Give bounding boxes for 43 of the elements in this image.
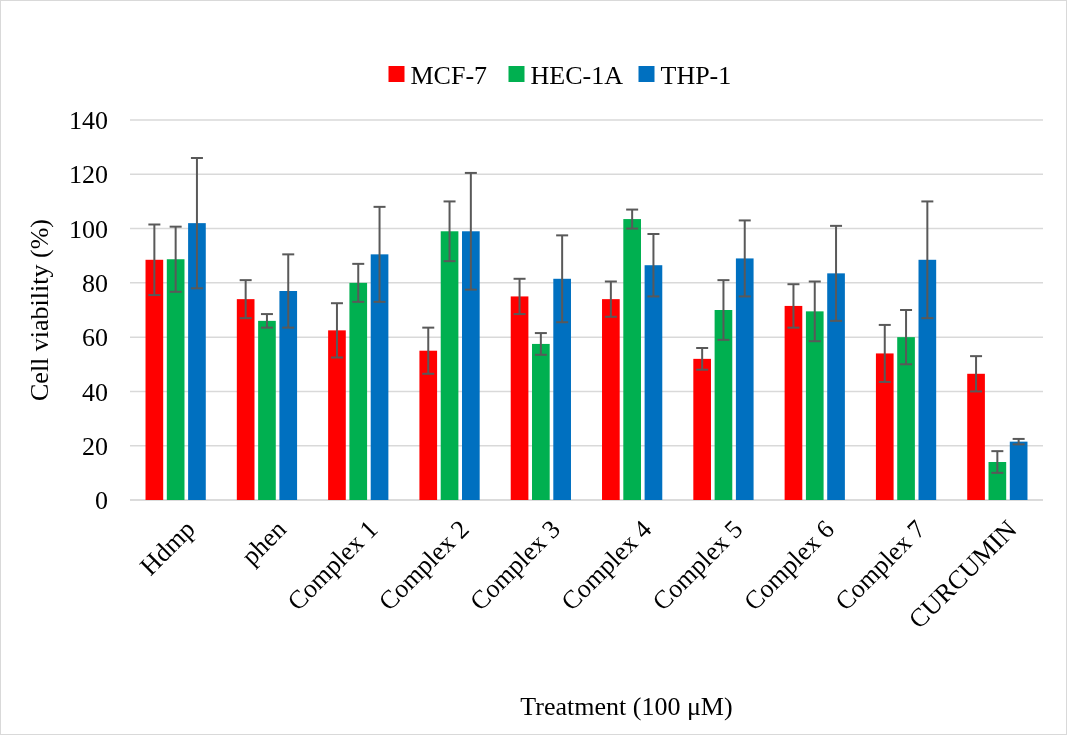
bar [805, 311, 824, 500]
bar [419, 350, 438, 500]
x-axis-title: Treatment (100 μM) [520, 692, 733, 721]
bar [693, 358, 711, 500]
y-tick-label: 60 [82, 323, 108, 353]
y-tick-label: 40 [82, 377, 108, 407]
legend-label: MCF-7 [410, 61, 488, 91]
bar [875, 353, 894, 500]
bar [714, 310, 733, 500]
legend-label: HEC-1A [530, 61, 624, 91]
y-axis-title: Cell viability (%) [25, 219, 54, 401]
y-tick-label: 80 [82, 268, 108, 298]
bar [349, 282, 368, 500]
bar [918, 259, 937, 500]
bar [236, 299, 255, 500]
bar [784, 305, 803, 500]
bar [370, 254, 389, 500]
bar [623, 219, 641, 500]
bar [510, 296, 529, 500]
bar [827, 273, 845, 500]
bar [532, 343, 550, 500]
bar [440, 231, 459, 500]
bar [188, 223, 206, 500]
bar [967, 373, 985, 500]
bar [166, 259, 185, 500]
legend-label: THP-1 [660, 61, 732, 91]
y-tick-label: 100 [69, 214, 108, 244]
bar [735, 258, 754, 500]
bar [602, 299, 620, 500]
bar [1009, 441, 1028, 500]
bar [897, 337, 915, 500]
bar [462, 231, 480, 500]
bar [553, 278, 571, 500]
bar [328, 330, 346, 500]
bar [988, 462, 1007, 500]
bar [258, 320, 276, 500]
bar [145, 259, 164, 500]
y-tick-label: 140 [69, 106, 108, 136]
bar [279, 291, 298, 500]
y-tick-label: 120 [69, 160, 108, 190]
bar [644, 265, 663, 500]
y-tick-label: 0 [95, 486, 108, 516]
y-tick-label: 20 [82, 431, 108, 461]
